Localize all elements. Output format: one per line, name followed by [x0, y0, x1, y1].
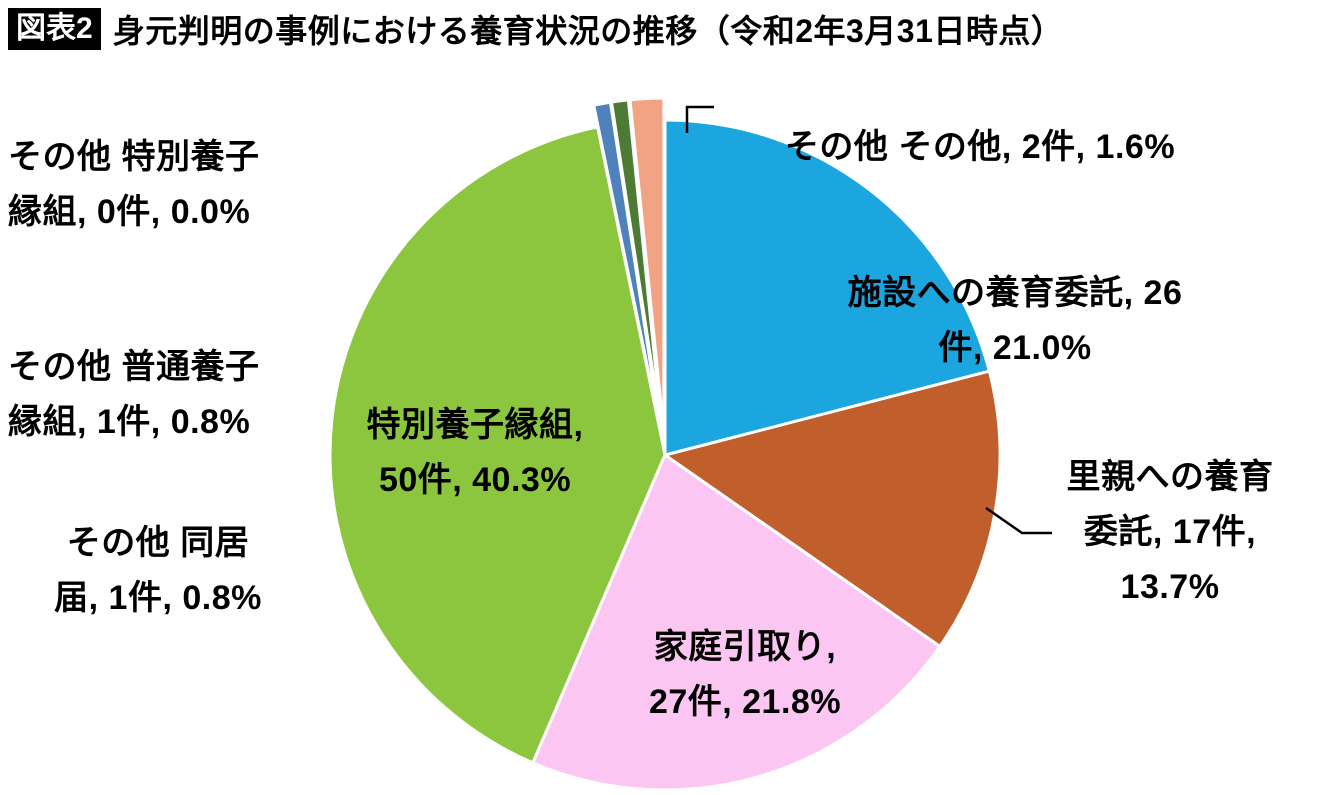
figure-title-bar: 図表2 身元判明の事例における養育状況の推移（令和2年3月31日時点）	[8, 6, 1063, 52]
label-line: 27件, 21.8%	[648, 683, 842, 721]
label-other-ordinary-adoption: その他 普通養子 縁組, 1件, 0.8%	[8, 340, 259, 450]
pie-slice-3	[531, 453, 942, 792]
figure-number-tag: 図表2	[8, 7, 101, 51]
label-line: 縁組, 1件, 0.8%	[8, 403, 251, 441]
label-facility-care: 施設への養育委託, 26 件, 21.0%	[785, 266, 1245, 376]
label-line: 里親への養育	[1066, 458, 1274, 496]
label-foster-care: 里親への養育 委託, 17件, 13.7%	[1040, 450, 1300, 615]
label-line: 施設への養育委託, 26	[847, 274, 1183, 312]
label-line: その他 普通養子	[8, 348, 260, 386]
label-line: その他 その他, 2件, 1.6%	[784, 128, 1176, 166]
figure-title: 身元判明の事例における養育状況の推移（令和2年3月31日時点）	[112, 13, 1064, 49]
label-line: 13.7%	[1120, 568, 1220, 606]
pie-slice-8	[628, 96, 666, 435]
label-line: 件, 21.0%	[938, 329, 1092, 367]
label-line: 50件, 40.3%	[378, 461, 572, 499]
leader-line-other-other	[685, 105, 714, 133]
label-line: 特別養子縁組,	[366, 406, 584, 444]
label-line: 委託, 17件,	[1083, 513, 1257, 551]
label-line: 届, 1件, 0.8%	[54, 579, 262, 617]
pie-slice-4	[328, 125, 667, 765]
label-other-other: その他 その他, 2件, 1.6%	[700, 120, 1260, 175]
label-other-cohabitation: その他 同居 届, 1件, 0.8%	[8, 516, 308, 626]
label-line: その他 同居	[66, 524, 250, 562]
pie-slice-1	[663, 118, 991, 457]
label-line: 家庭引取り,	[653, 628, 837, 666]
label-other-special-adoption: その他 特別養子 縁組, 0件, 0.0%	[8, 130, 259, 240]
label-line: その他 特別養子	[8, 138, 260, 176]
label-special-adoption: 特別養子縁組, 50件, 40.3%	[325, 398, 625, 508]
label-line: 縁組, 0件, 0.0%	[8, 193, 251, 231]
label-family-return: 家庭引取り, 27件, 21.8%	[590, 620, 900, 730]
leader-line-foster-care	[985, 506, 1052, 535]
